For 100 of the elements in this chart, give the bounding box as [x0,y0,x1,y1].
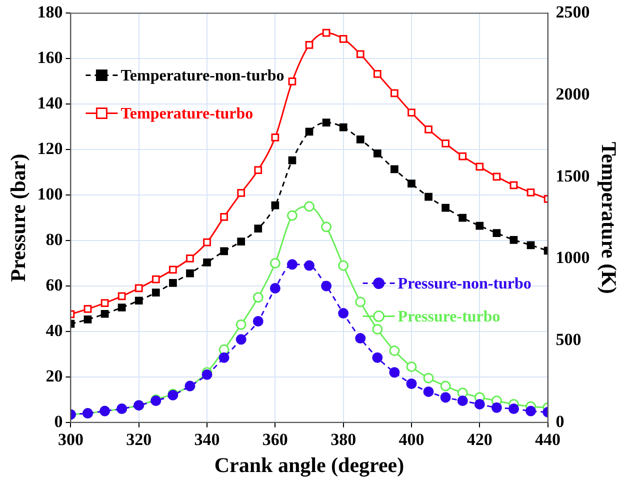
legend-label: Temperature-non-turbo [120,67,284,84]
point [84,316,92,324]
point [526,241,535,250]
point [442,140,450,148]
point [254,166,262,174]
point [476,222,484,230]
point [356,50,364,58]
x-tick-label: 300 [58,430,84,449]
point [220,213,228,221]
point [356,135,364,144]
y-tick-label: 180 [37,2,63,22]
legend-label: Pressure-non-turbo [398,275,532,292]
point [338,260,349,271]
point [423,386,434,397]
point [389,346,400,356]
y-tick-label: 0 [54,412,63,431]
point [186,269,194,278]
y2-tick-label: 1500 [556,166,590,186]
point [338,308,349,319]
point [186,254,194,262]
point [442,204,450,212]
point [339,123,348,132]
point [390,89,398,98]
point [406,361,417,372]
y-tick-label: 140 [37,94,63,113]
point [252,292,264,303]
point [408,180,416,188]
point [152,275,160,284]
point [389,367,400,378]
x-tick-label: 420 [466,430,492,449]
point [491,402,502,413]
point [321,280,332,292]
legend-label: Pressure-turbo [398,308,500,326]
point [510,236,518,244]
y-tick-label: 20 [46,366,63,386]
point [152,288,160,297]
y-tick-label: 160 [37,48,63,68]
point [271,201,280,210]
y2-tick-label: 2500 [556,2,590,22]
point [458,152,467,160]
x-tick-label: 360 [262,430,288,449]
point [390,165,398,174]
point [100,299,109,308]
point [286,210,298,221]
point [476,162,484,171]
point [84,305,92,313]
point [288,78,296,86]
point [510,181,518,190]
point [321,222,332,232]
y-tick-label: 100 [37,184,63,204]
point [305,128,314,136]
point [100,310,109,318]
point [406,378,417,390]
point [526,406,536,416]
point [355,333,366,344]
point [169,279,177,287]
x-tick-label: 320 [126,430,152,449]
point [492,229,501,237]
point [252,316,264,326]
point [220,247,228,256]
y2-tick-label: 0 [556,412,564,431]
point [218,352,230,363]
point [134,284,143,292]
point [169,266,177,274]
point [474,398,485,410]
point [457,396,468,406]
point [203,258,211,266]
point [288,156,296,164]
point [526,188,535,196]
point [355,296,366,308]
point [458,214,467,222]
point [237,238,246,246]
point [236,319,246,330]
point [270,258,280,269]
point [440,380,451,392]
x-tick-label: 400 [398,430,424,449]
point [408,108,416,116]
point [286,259,298,270]
y2-tick-label: 1000 [556,248,590,268]
y2-tick-label: 500 [556,330,582,349]
point [508,404,519,414]
point [322,118,330,126]
point [372,352,383,363]
point [236,334,246,345]
point [423,372,434,384]
point [118,292,126,300]
x-tick-label: 440 [535,430,561,449]
y-tick-label: 80 [46,230,63,249]
point [322,28,330,37]
y-tick-label: 120 [37,138,63,158]
point [440,392,451,403]
y-tick-label: 40 [46,320,63,340]
y-axis-title: Pressure (bar) [6,154,30,282]
y2-tick-label: 2000 [556,84,590,104]
point [373,70,382,78]
point [118,304,126,312]
point [304,260,314,271]
point [271,134,280,142]
x-axis-title: Crank angle (degree) [214,452,404,477]
point [424,192,432,201]
